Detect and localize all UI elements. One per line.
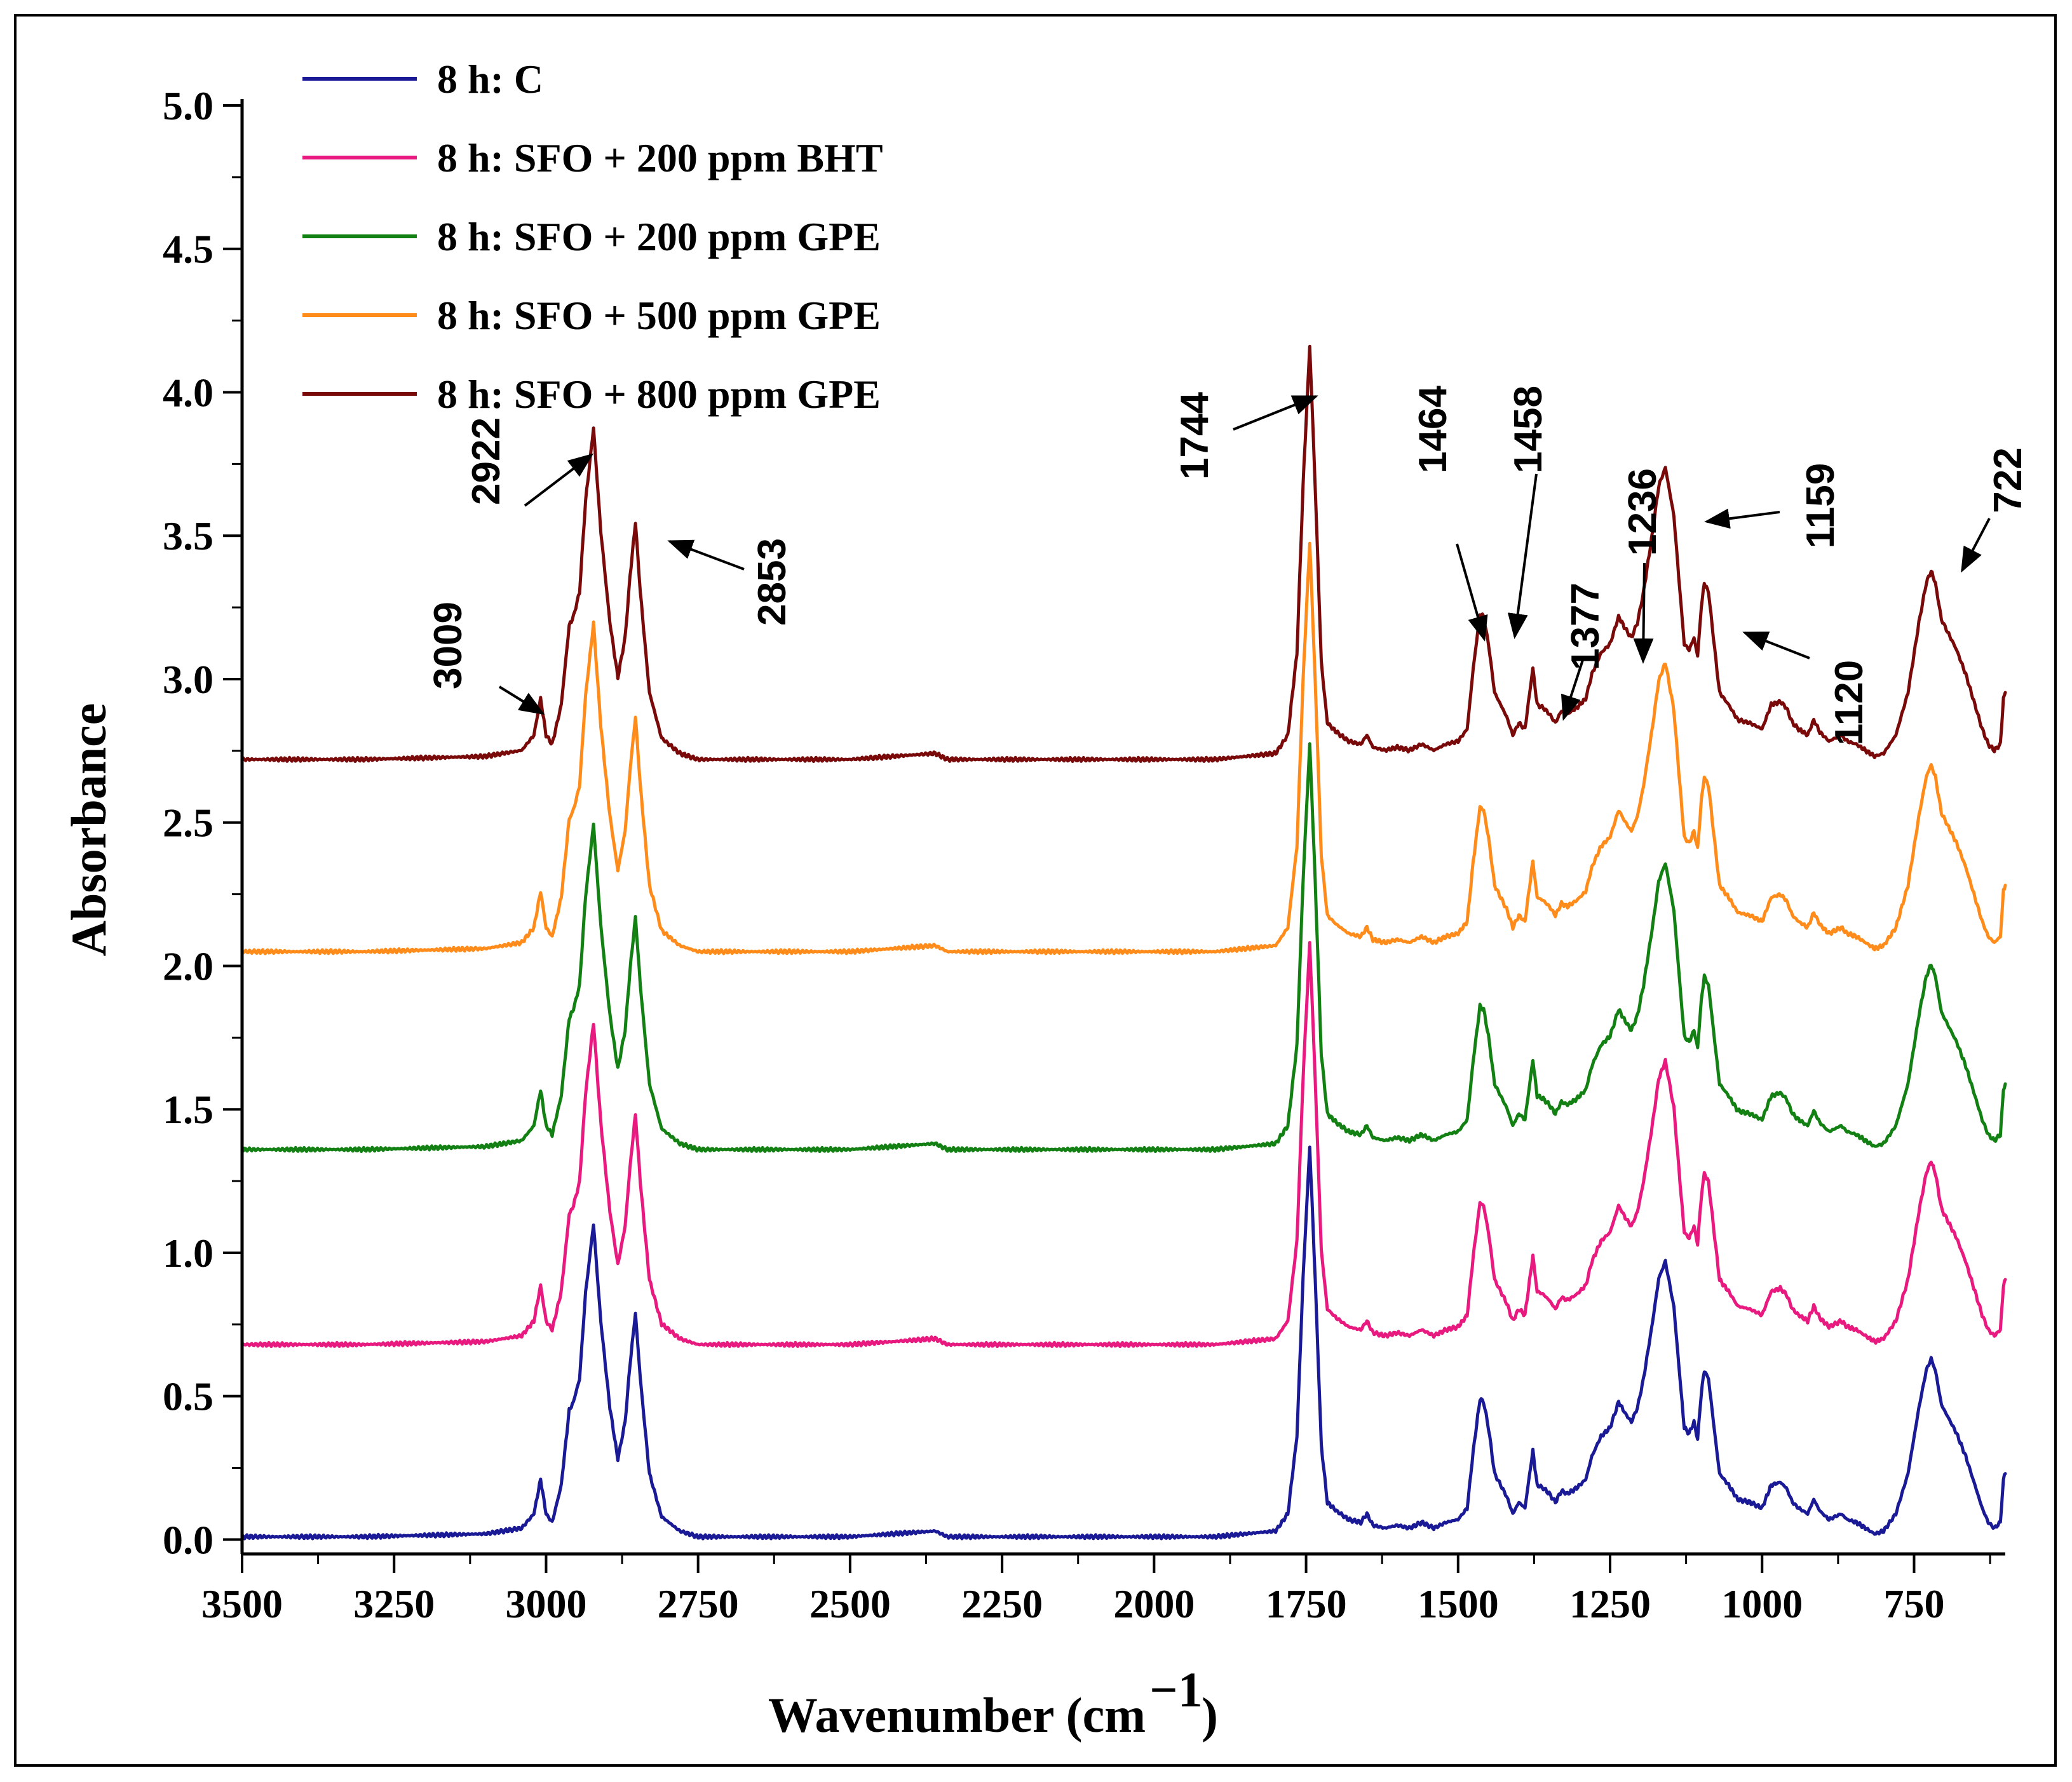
y-tick-label: 0.5 bbox=[163, 1374, 213, 1419]
peak-label-3009: 3009 bbox=[426, 602, 470, 689]
series-line-1 bbox=[240, 1145, 2007, 1541]
peak-arrow-722 bbox=[1961, 518, 1991, 573]
annotations-layer: 3009 2922 2853 1744 1464 1458 1377 1236 1159 1120… bbox=[426, 386, 2030, 746]
legend-label-5: 8 h: SFO + 800 ppm GPE bbox=[437, 372, 881, 417]
peak-arrow-1120 bbox=[1742, 631, 1810, 659]
legend-label-3: 8 h: SFO + 200 ppm GPE bbox=[437, 214, 881, 259]
peak-arrow-2853 bbox=[667, 539, 745, 570]
axes-layer: 0.0 0.5 1.0 1.5 2.0 2.5 3.0 3.5 4.0 4.5 5.0 3500 325… bbox=[163, 83, 2005, 1626]
peak-arrow-1458 bbox=[1507, 473, 1538, 639]
series-line-4 bbox=[240, 541, 2007, 955]
y-tick-label: 5.0 bbox=[163, 83, 213, 128]
peak-arrow-1236 bbox=[1633, 562, 1654, 664]
peak-arrow-1744 bbox=[1233, 395, 1318, 431]
peak-arrow-1377 bbox=[1561, 658, 1585, 721]
x-tick-label: 750 bbox=[1883, 1581, 1944, 1626]
series-line-2 bbox=[240, 941, 2007, 1348]
x-tick-label: 2250 bbox=[961, 1581, 1043, 1626]
x-tick-label: 2750 bbox=[658, 1581, 739, 1626]
peak-label-1159: 1159 bbox=[1799, 463, 1843, 549]
peak-arrow-1159 bbox=[1704, 508, 1780, 529]
x-tick-label: 3500 bbox=[201, 1581, 283, 1626]
y-tick-label: 4.5 bbox=[163, 227, 213, 272]
x-axis-title-close: ) bbox=[1202, 1687, 1218, 1743]
peak-label-1377: 1377 bbox=[1564, 583, 1608, 670]
y-tick-label: 4.0 bbox=[163, 370, 213, 415]
x-tick-label: 1250 bbox=[1569, 1581, 1651, 1626]
legend: 8 h: C 8 h: SFO + 200 ppm BHT 8 h: SFO + 2… bbox=[302, 57, 883, 417]
y-axis-title: Absorbance bbox=[61, 703, 116, 957]
legend-label-1: 8 h: C bbox=[437, 57, 543, 102]
figure-frame: 0.0 0.5 1.0 1.5 2.0 2.5 3.0 3.5 4.0 4.5 5.0 3500 325… bbox=[14, 14, 2057, 1767]
peak-label-1464: 1464 bbox=[1411, 386, 1455, 473]
peak-arrow-2922 bbox=[524, 453, 594, 507]
peak-label-2922: 2922 bbox=[464, 417, 508, 505]
x-tick-label: 2500 bbox=[809, 1581, 891, 1626]
x-axis-title: Wavenumber (cm bbox=[768, 1687, 1146, 1743]
peak-label-1744: 1744 bbox=[1173, 392, 1217, 480]
peak-arrow-1464 bbox=[1456, 543, 1488, 642]
x-tick-label: 1500 bbox=[1418, 1581, 1499, 1626]
legend-label-2: 8 h: SFO + 200 ppm BHT bbox=[437, 135, 883, 180]
x-tick-label: 3000 bbox=[505, 1581, 586, 1626]
series-line-3 bbox=[240, 742, 2007, 1153]
y-tick-label: 3.5 bbox=[163, 513, 213, 558]
y-tick-label: 3.0 bbox=[163, 657, 213, 702]
peak-label-1236: 1236 bbox=[1621, 468, 1665, 556]
y-tick-label: 1.5 bbox=[163, 1087, 213, 1132]
ftir-absorbance-chart: 0.0 0.5 1.0 1.5 2.0 2.5 3.0 3.5 4.0 4.5 5.0 3500 325… bbox=[61, 57, 2030, 1743]
y-tick-label: 1.0 bbox=[163, 1231, 213, 1276]
y-tick-label: 2.5 bbox=[163, 800, 213, 846]
x-tick-label: 2000 bbox=[1113, 1581, 1195, 1626]
series-layer bbox=[240, 344, 2007, 1541]
peak-label-2853: 2853 bbox=[750, 538, 794, 626]
y-tick-label: 0.0 bbox=[163, 1517, 213, 1562]
x-tick-label: 1000 bbox=[1721, 1581, 1803, 1626]
peak-label-722: 722 bbox=[1986, 447, 2030, 513]
legend-label-4: 8 h: SFO + 500 ppm GPE bbox=[437, 293, 881, 338]
peak-label-1458: 1458 bbox=[1507, 386, 1550, 473]
peak-label-1120: 1120 bbox=[1827, 660, 1871, 746]
x-tick-label: 1750 bbox=[1266, 1581, 1347, 1626]
peak-arrow-3009 bbox=[498, 685, 545, 715]
x-axis-title-superscript: −1 bbox=[1149, 1662, 1202, 1717]
x-tick-label: 3250 bbox=[353, 1581, 435, 1626]
y-tick-label: 2.0 bbox=[163, 943, 213, 989]
